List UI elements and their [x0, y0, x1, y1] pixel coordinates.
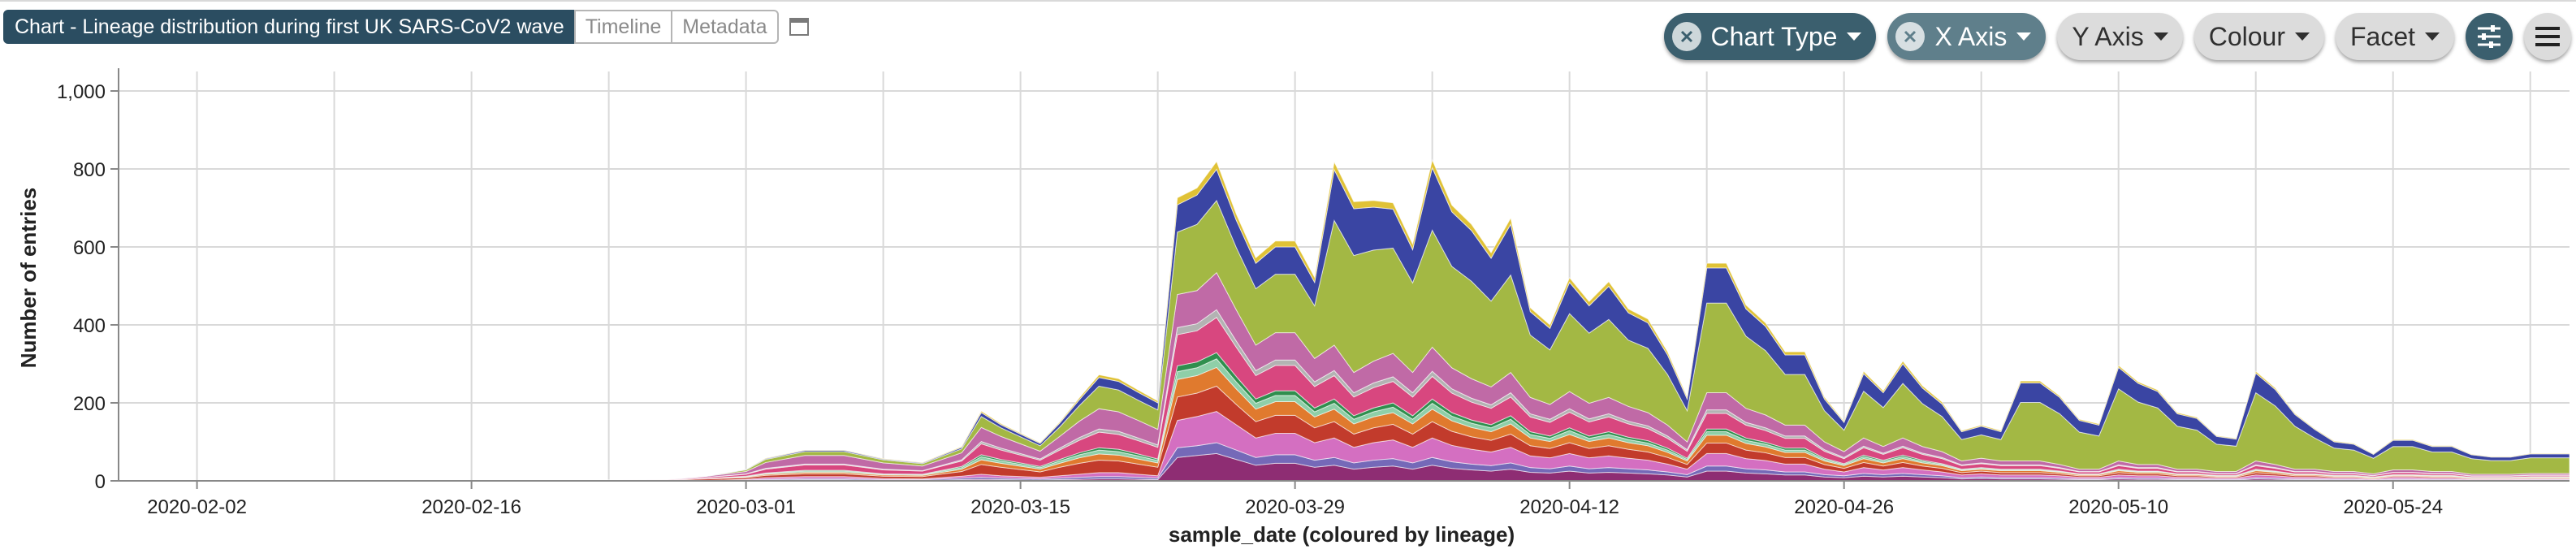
tab-metadata[interactable]: Metadata — [671, 10, 779, 44]
hamburger-menu-icon[interactable] — [2524, 13, 2571, 60]
y-axis-control[interactable]: Y Axis — [2057, 13, 2183, 60]
x-tick-label: 2020-04-26 — [1794, 496, 1894, 518]
chart-type-control[interactable]: Chart Type — [1663, 13, 1877, 60]
chevron-down-icon — [1847, 32, 1862, 41]
x-tick-label: 2020-02-02 — [147, 496, 247, 518]
y-tick-label: 800 — [73, 159, 106, 181]
y-tick-label: 1,000 — [57, 81, 106, 103]
y-tick-label: 200 — [73, 393, 106, 415]
sliders-icon[interactable] — [2466, 13, 2513, 60]
y-axis-title: Number of entries — [16, 188, 41, 369]
chart-controls: Chart Type X Axis Y Axis Colour Facet — [1663, 11, 2571, 62]
window-icon[interactable] — [789, 10, 810, 44]
x-axis-label: X Axis — [1934, 21, 2008, 51]
x-tick-label: 2020-04-12 — [1519, 496, 1619, 518]
chevron-down-icon — [2294, 32, 2310, 41]
x-tick-label: 2020-02-16 — [421, 496, 521, 518]
chart-axes: 0 200 400 600 800 1,000 2020-02-02 2020-02-16 20… — [57, 68, 2570, 518]
x-axis-control[interactable]: X Axis — [1887, 13, 2047, 60]
facet-control[interactable]: Facet — [2335, 13, 2454, 60]
chart-type-label: Chart Type — [1710, 21, 1838, 51]
close-icon[interactable] — [1895, 22, 1926, 51]
top-border — [0, 0, 2576, 2]
x-axis-title: sample_date (coloured by lineage) — [1169, 522, 1515, 547]
chevron-down-icon — [2016, 32, 2032, 41]
area-series-13 — [177, 158, 2570, 482]
view-tabs: Chart - Lineage distribution during firs… — [3, 10, 810, 44]
chevron-down-icon — [2425, 32, 2440, 41]
stacked-areas — [177, 158, 2570, 482]
close-icon[interactable] — [1671, 22, 1701, 51]
x-tick-label: 2020-03-29 — [1245, 496, 1345, 518]
colour-control[interactable]: Colour — [2193, 13, 2324, 60]
x-tick-label: 2020-05-24 — [2343, 496, 2443, 518]
y-tick-label: 0 — [95, 471, 106, 493]
y-tick-label: 400 — [73, 315, 106, 337]
x-tick-label: 2020-03-01 — [696, 496, 796, 518]
facet-label: Facet — [2349, 21, 2415, 51]
x-tick-label: 2020-05-10 — [2068, 496, 2168, 518]
x-tick-label: 2020-03-15 — [970, 496, 1070, 518]
y-tick-label: 600 — [73, 237, 106, 259]
colour-label: Colour — [2208, 21, 2285, 51]
y-axis-label: Y Axis — [2072, 21, 2144, 51]
tab-chart[interactable]: Chart - Lineage distribution during firs… — [3, 10, 576, 44]
chevron-down-icon — [2153, 32, 2168, 41]
